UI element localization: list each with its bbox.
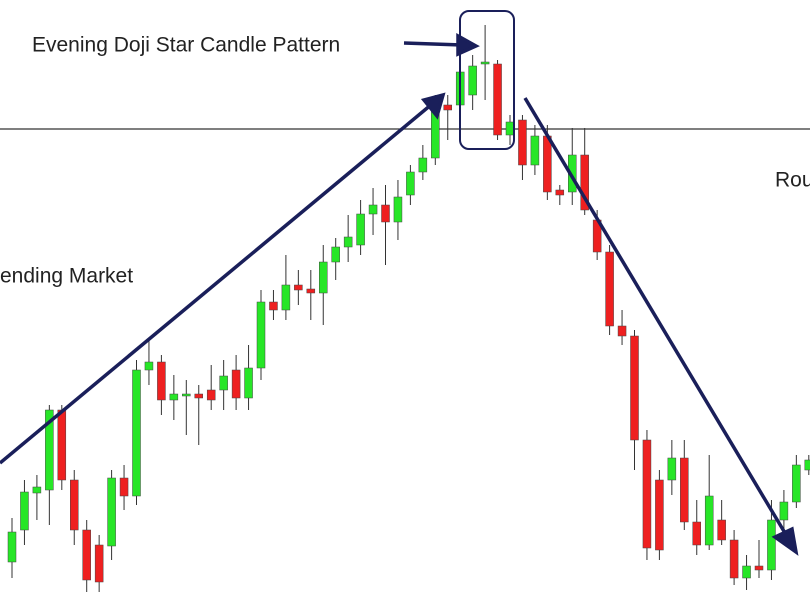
candle-body	[418, 157, 428, 173]
candle-body	[518, 119, 527, 166]
candle-body	[605, 251, 614, 327]
candle-body	[57, 409, 67, 481]
candle-body	[580, 154, 589, 211]
candle-body	[32, 486, 42, 494]
candle-body	[182, 393, 191, 397]
rounding-label: Rou	[775, 169, 810, 192]
candle-body	[480, 61, 490, 65]
candle-body	[206, 389, 216, 401]
candle-body	[530, 135, 540, 166]
candle-body	[393, 196, 403, 223]
arrow-head	[420, 92, 446, 120]
candle-body	[505, 121, 515, 136]
trend-label: ending Market	[0, 265, 133, 288]
candle-body	[132, 369, 141, 497]
candle-body	[119, 477, 129, 497]
candle-body	[194, 393, 203, 399]
candle-body	[406, 171, 415, 196]
candle-body	[244, 367, 253, 399]
candle-body	[667, 457, 677, 481]
candle-body	[219, 375, 228, 391]
candle-body	[281, 284, 291, 311]
candle-body	[792, 464, 801, 503]
candle-body	[754, 565, 764, 571]
candle-body	[256, 301, 266, 369]
candle-body	[70, 479, 79, 531]
candle-body	[45, 409, 54, 491]
candle-body	[642, 439, 652, 549]
candle-body	[94, 544, 104, 583]
candle-body	[617, 325, 627, 337]
candle-body	[331, 246, 340, 263]
candle-body	[729, 539, 739, 579]
candle-body	[356, 213, 365, 246]
candle-body	[20, 491, 29, 531]
candle-body	[82, 529, 91, 581]
candle-body	[144, 361, 154, 371]
pointer-arrow	[403, 41, 463, 47]
candle-body	[7, 531, 17, 563]
candle-body	[169, 393, 179, 401]
pattern-label: Evening Doji Star Candle Pattern	[32, 34, 340, 57]
candle-body	[231, 369, 241, 399]
arrow-head	[456, 33, 480, 57]
candle-body	[107, 477, 116, 547]
candle-body	[343, 236, 353, 248]
candle-body	[692, 521, 701, 546]
candle-body	[443, 104, 452, 111]
candle-body	[555, 189, 565, 196]
candle-body	[717, 519, 726, 541]
candle-body	[767, 519, 776, 571]
candle-body	[543, 135, 552, 193]
arrows	[0, 33, 799, 556]
candle-body	[368, 204, 378, 215]
candle-body	[655, 479, 664, 551]
candle-body	[742, 565, 751, 579]
candle-body	[319, 261, 328, 294]
candle-body	[680, 457, 689, 523]
candle-body	[157, 361, 166, 401]
candle-body	[269, 301, 278, 311]
candle-body	[468, 65, 477, 96]
candle-body	[493, 63, 502, 136]
arrow-head	[771, 526, 799, 556]
candle-body	[704, 495, 714, 546]
trend-arrow-down	[523, 97, 790, 539]
candle-body	[381, 204, 390, 223]
candle-body	[294, 284, 303, 291]
candles	[0, 25, 810, 592]
candle-body	[630, 335, 639, 441]
trend-arrow-up	[0, 102, 434, 465]
pattern-box	[459, 10, 515, 150]
candle-body	[306, 288, 316, 294]
candle-body	[804, 459, 810, 471]
candle-body	[779, 501, 789, 521]
